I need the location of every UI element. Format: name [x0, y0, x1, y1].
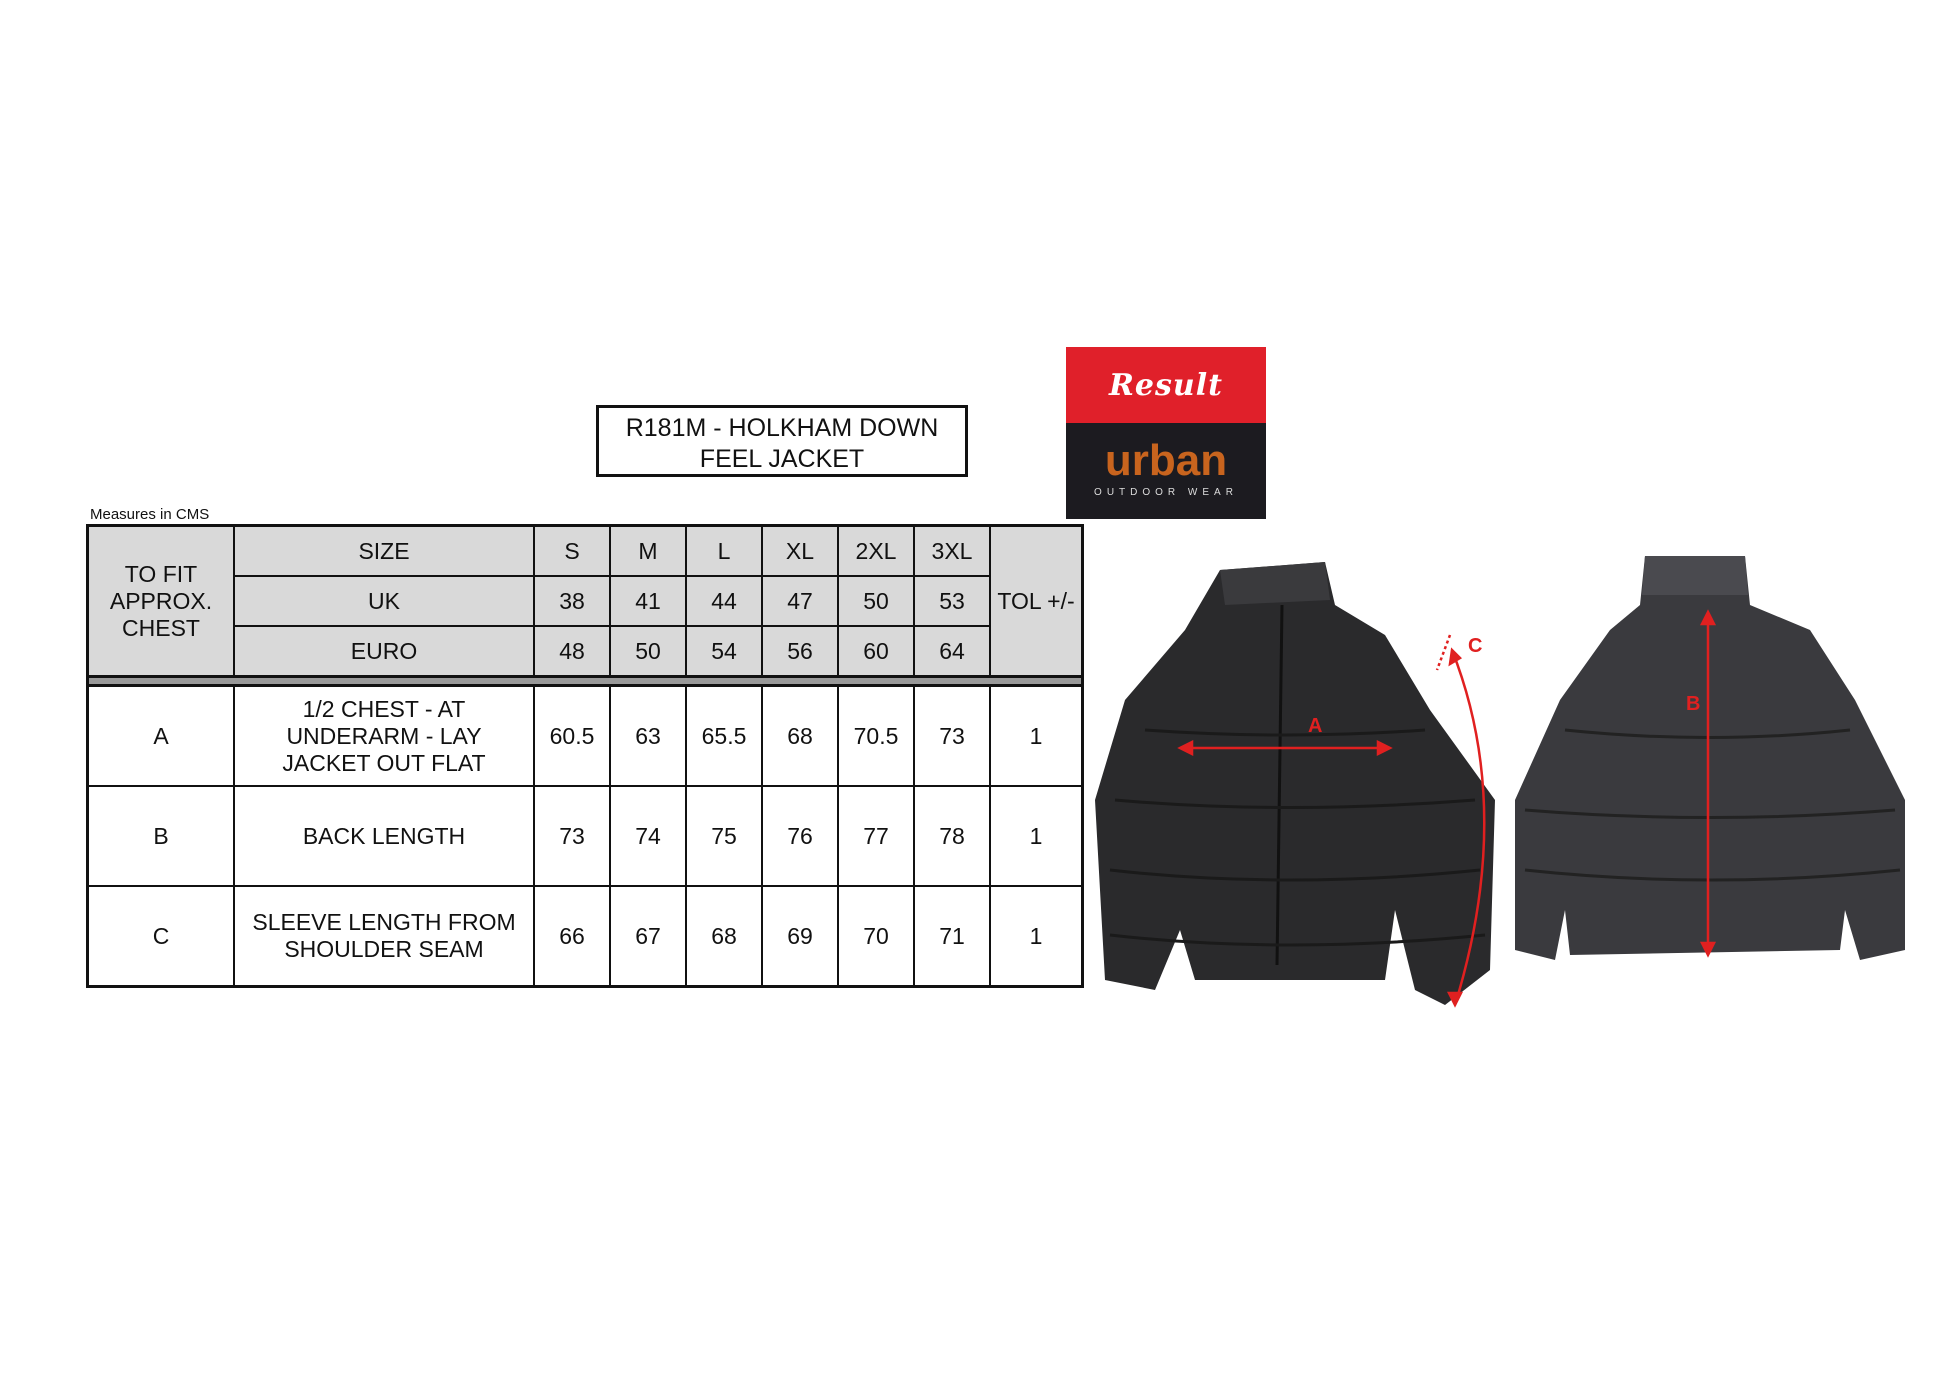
value-cell: 77 [837, 785, 915, 887]
size-cell: S [533, 524, 611, 577]
size-cell: 2XL [837, 524, 915, 577]
jacket-front-image: A C [1095, 562, 1495, 1008]
value-cell: 74 [609, 785, 687, 887]
outdoor-wear-text: OUTDOOR WEAR [1094, 487, 1238, 498]
row-desc: 1/2 CHEST - AT UNDERARM - LAY JACKET OUT… [233, 684, 535, 787]
euro-cell: 48 [533, 625, 611, 678]
row-desc: BACK LENGTH [233, 785, 535, 887]
value-cell: 71 [913, 885, 991, 988]
row-code: A [86, 684, 235, 787]
row-code: B [86, 785, 235, 887]
jacket-back-image: B [1515, 556, 1905, 960]
value-cell: 76 [761, 785, 839, 887]
title-line-2: FEEL JACKET [699, 445, 865, 473]
row-code: C [86, 885, 235, 988]
size-row: TO FIT APPROX. CHEST SIZE S M L XL 2XL 3… [86, 524, 1084, 678]
tol-cell: 1 [989, 785, 1084, 887]
fit-label: TO FIT APPROX. CHEST [86, 524, 235, 678]
table-row: A 1/2 CHEST - AT UNDERARM - LAY JACKET O… [86, 684, 1084, 787]
euro-row: EURO 48 50 54 56 60 64 [88, 625, 1083, 678]
value-cell: 78 [913, 785, 991, 887]
value-cell: 70 [837, 885, 915, 988]
size-cell: L [685, 524, 763, 577]
separator-bar [86, 675, 1084, 687]
uk-cell: 50 [837, 575, 915, 627]
chart-title: R181M - HOLKHAM DOWN FEEL JACKET [596, 405, 968, 477]
euro-cell: 56 [761, 625, 839, 678]
euro-cell: 54 [685, 625, 763, 678]
tol-cell: 1 [989, 885, 1084, 988]
value-cell: 70.5 [837, 684, 915, 787]
value-cell: 67 [609, 885, 687, 988]
uk-cell: 38 [533, 575, 611, 627]
euro-cell: 64 [913, 625, 991, 678]
size-cell: 3XL [913, 524, 991, 577]
result-logo: Result [1066, 347, 1266, 423]
value-cell: 60.5 [533, 684, 611, 787]
value-cell: 73 [533, 785, 611, 887]
title-line-1: R181M - HOLKHAM DOWN [625, 414, 939, 442]
tol-cell: 1 [989, 684, 1084, 787]
value-cell: 68 [761, 684, 839, 787]
urban-logo: urban OUTDOOR WEAR [1066, 423, 1266, 519]
euro-label: EURO [233, 625, 535, 678]
tol-label: TOL +/- [989, 524, 1084, 678]
uk-cell: 41 [609, 575, 687, 627]
value-cell: 75 [685, 785, 763, 887]
uk-cell: 53 [913, 575, 991, 627]
table-row: B BACK LENGTH 73 74 75 76 77 78 1 [86, 785, 1084, 887]
row-desc: SLEEVE LENGTH FROM SHOULDER SEAM [233, 885, 535, 988]
size-chart-table: TO FIT APPROX. CHEST SIZE S M L XL 2XL 3… [86, 524, 1084, 988]
brand-logo: Result urban OUTDOOR WEAR [1066, 347, 1266, 519]
uk-label: UK [233, 575, 535, 627]
value-cell: 73 [913, 684, 991, 787]
size-label: SIZE [233, 524, 535, 577]
separator [86, 675, 1084, 687]
size-cell: XL [761, 524, 839, 577]
uk-cell: 44 [685, 575, 763, 627]
value-cell: 68 [685, 885, 763, 988]
table-row: C SLEEVE LENGTH FROM SHOULDER SEAM 66 67… [86, 885, 1084, 988]
urban-text: urban [1104, 436, 1228, 485]
measures-note: Measures in CMS [90, 506, 210, 523]
value-cell: 69 [761, 885, 839, 988]
value-cell: 65.5 [685, 684, 763, 787]
value-cell: 63 [609, 684, 687, 787]
euro-cell: 50 [609, 625, 687, 678]
size-cell: M [609, 524, 687, 577]
label-b: B [1686, 693, 1700, 715]
euro-cell: 60 [837, 625, 915, 678]
label-a: A [1308, 715, 1322, 737]
value-cell: 66 [533, 885, 611, 988]
uk-row: UK 38 41 44 47 50 53 [88, 575, 1083, 627]
label-c: C [1468, 635, 1482, 657]
uk-cell: 47 [761, 575, 839, 627]
